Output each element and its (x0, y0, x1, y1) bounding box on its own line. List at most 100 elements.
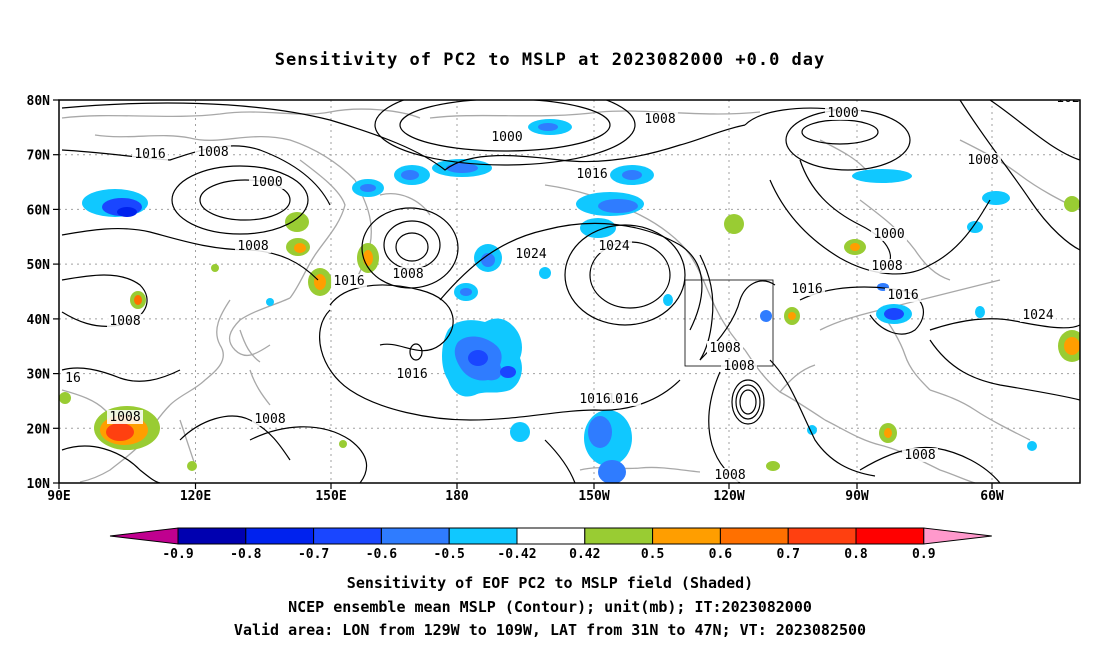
lat-label-40N: 40N (27, 313, 51, 328)
contour-label-1016: 1016 (396, 367, 427, 382)
contour-label-bg (605, 392, 641, 406)
colorbar-label: -0.8 (230, 547, 261, 562)
lat-label-50N: 50N (27, 258, 51, 273)
lat-label-10N: 10N (27, 477, 51, 492)
contour-label-1016: 1016 (887, 288, 918, 303)
contour-label-bg (252, 412, 288, 426)
colorbar-label: -0.6 (366, 547, 397, 562)
contour-label-bg (132, 147, 168, 161)
contour-label-102: 102 (1056, 91, 1079, 106)
colorbar-label: -0.42 (497, 547, 536, 562)
lon-label-150E: 150E (315, 489, 346, 504)
lon-label-60W: 60W (980, 489, 1004, 504)
latitude-labels: 80N 70N 60N 50N 40N 30N 20N 10N (27, 94, 51, 492)
colorbar-segment (448, 527, 518, 545)
colorbar-segment (719, 527, 789, 545)
contour-label-1016: 1016 (576, 167, 607, 182)
contour-label-1008: 1008 (644, 112, 675, 127)
lat-label-20N: 20N (27, 422, 51, 437)
contour-label-1008: 1008 (237, 239, 268, 254)
colorbar-label: 0.6 (709, 547, 733, 562)
contour-label-bg (596, 239, 632, 253)
contour-label-1008: 1008 (871, 259, 902, 274)
colorbar-segment (245, 527, 315, 545)
contour-label-1016: 1016 (791, 282, 822, 297)
contour-label-bg (513, 247, 549, 261)
contour-label-bg (965, 153, 1001, 167)
contour-label-1000: 1000 (251, 175, 282, 190)
contour-label-bg (195, 145, 231, 159)
colorbar (109, 527, 992, 545)
caption-line-3: Valid area: LON from 129W to 109W, LAT f… (233, 621, 867, 639)
colorbar-segment (855, 527, 925, 545)
map-title: Sensitivity of PC2 to MSLP at 2023082000… (274, 50, 826, 70)
contour-label-bg (869, 259, 905, 273)
contour-label-1000: 1000 (873, 227, 904, 242)
contour-label-bg (489, 130, 525, 144)
colorbar-segment (787, 527, 857, 545)
contour-label-bg (642, 112, 678, 126)
contour-label-bg (721, 359, 757, 373)
colorbar-label: 0.7 (776, 547, 799, 562)
contour-labels: 1016 1008 1000 1008 1008 1000 1008 1016 1024 1024… (63, 91, 1080, 483)
lat-label-30N: 30N (27, 368, 51, 383)
colorbar-segment (313, 527, 382, 545)
contour-label-bg (885, 288, 921, 302)
contour-label-bg (577, 392, 613, 406)
contour-label-1008: 1008 (109, 410, 140, 425)
contour-label-1008: 1008 (254, 412, 285, 427)
contour-label-bg (707, 341, 743, 355)
contour-label-1008: 1008 (714, 468, 745, 483)
contour-label-bg (871, 227, 907, 241)
contour-label-bg (1054, 100, 1080, 105)
contour-label-bg (574, 167, 610, 181)
colorbar-label: 0.9 (912, 547, 935, 562)
axis-ticks (53, 99, 993, 489)
lon-label-120W: 120W (713, 489, 744, 504)
contour-label-bg (107, 314, 143, 328)
colorbar-labels: -0.9 -0.8 -0.7 -0.6 -0.5 -0.42 0.42 0.5 0.6 0.7 0.… (162, 547, 935, 562)
lon-label-90E: 90E (47, 489, 70, 504)
contour-label-1008: 1008 (709, 341, 740, 356)
colorbar-segment (652, 527, 721, 545)
colorbar-segment (380, 527, 450, 545)
contour-label-bg (63, 371, 83, 385)
colorbar-max-arrow (923, 527, 992, 545)
plot-frame (58, 99, 1081, 484)
sensitivity-shading (59, 119, 1080, 483)
contour-label-16: 16 (65, 371, 81, 386)
contour-label-1008: 1008 (723, 359, 754, 374)
lon-label-90W: 90W (845, 489, 869, 504)
lat-label-60N: 60N (27, 203, 51, 218)
contour-label-bg (394, 367, 430, 381)
contour-label-bg (331, 274, 367, 288)
contour-label-1016: 1016 (579, 392, 610, 407)
colorbar-label: 0.5 (641, 547, 664, 562)
contour-label-bg (249, 175, 285, 189)
contour-label-bg (390, 267, 426, 281)
contour-label-bg (235, 239, 271, 253)
contour-label-1000: 1000 (491, 130, 522, 145)
lon-label-150W: 150W (578, 489, 609, 504)
contour-label-1016: 1016 (134, 147, 165, 162)
contour-label-bg (1020, 308, 1056, 322)
contour-label-1008: 1008 (904, 448, 935, 463)
contour-label-1024: 1024 (515, 247, 546, 262)
colorbar-label: -0.7 (298, 547, 329, 562)
lon-label-180: 180 (445, 489, 469, 504)
colorbar-label: -0.9 (162, 547, 193, 562)
contour-label-1000: 1000 (827, 106, 858, 121)
colorbar-label: -0.5 (434, 547, 465, 562)
contour-label-1008: 1008 (109, 314, 140, 329)
lat-label-70N: 70N (27, 149, 51, 164)
contour-label-1008: 1008 (967, 153, 998, 168)
colorbar-segment (177, 527, 247, 545)
contour-label-1024: 1024 (598, 239, 629, 254)
contour-label-bg (789, 282, 825, 296)
contour-label-bg (825, 106, 861, 120)
contour-label-bg (712, 468, 748, 482)
mslp-contours (61, 100, 1080, 483)
contour-label-bg (107, 410, 143, 424)
contour-label-bg (902, 448, 938, 462)
